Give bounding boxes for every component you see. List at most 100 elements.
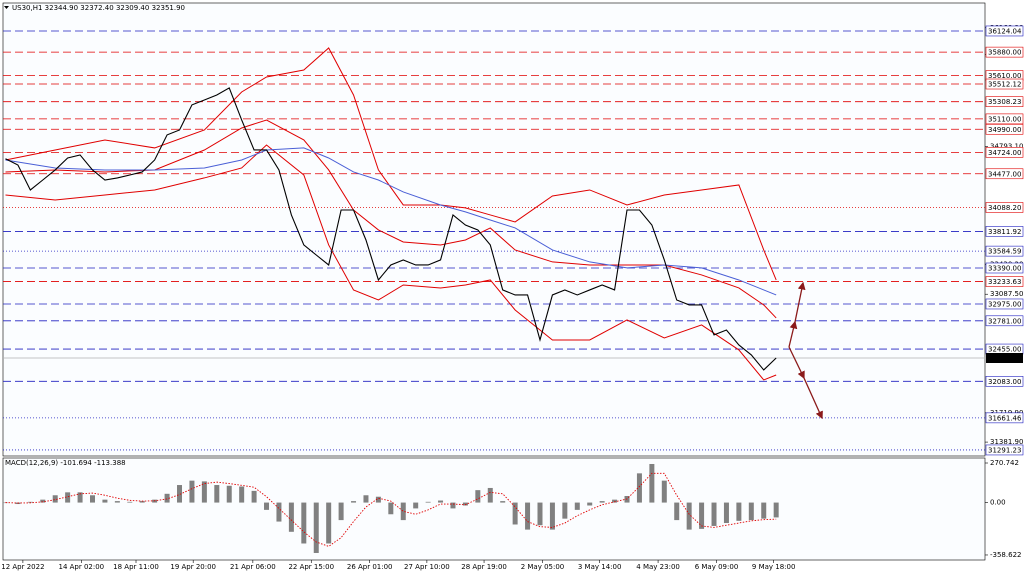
level-label-box	[985, 147, 1024, 158]
level-label-box	[985, 202, 1024, 213]
level-label: 34990.00	[988, 126, 1021, 134]
macd-bar	[525, 502, 531, 530]
y-tick-label: 34793.10	[990, 142, 1023, 150]
x-tick-label: 22 Apr 15:00	[288, 563, 334, 571]
macd-bar	[27, 501, 33, 503]
x-tick-label: 3 May 14:00	[578, 563, 622, 571]
macd-bar	[301, 502, 307, 544]
x-tick-label: 6 May 09:00	[695, 563, 739, 571]
x-tick-label: 21 Apr 06:00	[230, 563, 276, 571]
level-label: 33811.92	[988, 228, 1021, 236]
macd-bar	[599, 501, 605, 503]
macd-bar	[649, 463, 655, 503]
level-label: 35308.23	[988, 98, 1021, 106]
macd-panel	[2, 457, 986, 561]
macd-bar	[699, 502, 705, 529]
macd-bar	[201, 481, 207, 503]
indicator-line	[5, 119, 777, 319]
macd-bar	[127, 501, 133, 503]
level-label: 32781.00	[988, 317, 1021, 325]
macd-bar	[102, 499, 108, 503]
last-price-label: 32351.90	[988, 354, 1021, 362]
x-tick-label: 9 May 18:00	[752, 563, 796, 571]
macd-bar	[351, 501, 357, 503]
level-label-box	[985, 444, 1024, 456]
macd-bar	[773, 502, 779, 518]
x-tick-label: 18 Apr 11:00	[113, 563, 159, 571]
level-label: 34477.00	[988, 170, 1021, 178]
macd-bar	[487, 487, 493, 503]
macd-bar	[226, 485, 232, 503]
low: 32309.40	[116, 4, 149, 12]
level-label-box	[985, 46, 1024, 58]
x-tick-label: 14 Apr 02:00	[58, 563, 104, 571]
macd-bar	[661, 480, 667, 503]
level-label: 35610.00	[988, 72, 1021, 80]
macd-bar	[748, 502, 754, 521]
x-tick-label: 27 Apr 10:00	[404, 563, 450, 571]
plot: 36160.9035850.2034793.1033430.2033087.50…	[1, 24, 1023, 571]
level-label: 32083.00	[988, 378, 1021, 386]
level-label: 32975.00	[988, 300, 1021, 308]
macd-signal-value: -113.388	[94, 459, 125, 467]
macd-bar	[413, 502, 419, 509]
arrow	[794, 281, 806, 323]
macd-bar	[139, 501, 145, 503]
open: 32344.90	[45, 4, 78, 12]
x-tick-label: 2 May 05:00	[521, 563, 565, 571]
level-label: 34724.00	[988, 149, 1021, 157]
macd-bar	[475, 490, 481, 503]
level-label: 36124.04	[988, 27, 1022, 35]
macd-bar	[450, 502, 456, 509]
level-label-box	[985, 123, 1024, 135]
macd-bar	[500, 501, 506, 503]
macd-bar	[711, 502, 717, 526]
level-label: 35110.00	[988, 115, 1021, 123]
level-label-box	[985, 168, 1024, 180]
menu-icon[interactable]	[4, 6, 9, 9]
macd-bar	[587, 502, 593, 506]
indicator-line	[5, 147, 777, 296]
macd-bar	[276, 502, 282, 522]
macd-bar	[723, 502, 729, 524]
symbol: US30,H1	[12, 4, 42, 12]
x-tick-label: 26 Apr 01:00	[347, 563, 393, 571]
level-label-box	[985, 113, 1024, 125]
level-label-box	[985, 245, 1024, 257]
level-label-box	[985, 25, 1024, 37]
macd-bar	[438, 500, 444, 503]
macd-bar	[537, 502, 543, 526]
level-label: 34088.20	[988, 204, 1021, 212]
macd-bar	[549, 502, 555, 530]
macd-bar	[214, 485, 220, 503]
level-label-box	[985, 298, 1024, 310]
level-label-box	[985, 315, 1024, 327]
macd-bar	[313, 502, 319, 553]
arrow	[788, 320, 798, 348]
level-label: 32455.00	[988, 346, 1021, 354]
macd-bar	[400, 502, 406, 521]
macd-bar	[363, 495, 369, 503]
price-line	[5, 87, 777, 371]
macd-title: MACD(12,26,9)	[5, 459, 58, 467]
level-label: 35512.12	[988, 81, 1021, 89]
macd-bar	[375, 496, 381, 503]
y-tick-label: 270.742	[990, 459, 1019, 467]
level-label-box	[985, 376, 1024, 387]
macd-header: MACD(12,26,9) -101.694 -113.388	[5, 459, 126, 467]
y-tick-label: -358.622	[990, 551, 1021, 559]
last-price-box	[986, 352, 1023, 363]
macd-bar	[264, 502, 270, 510]
signal-line	[5, 472, 777, 547]
high: 32372.40	[80, 4, 113, 12]
macd-bar	[512, 502, 518, 525]
macd-bar	[177, 485, 183, 503]
level-label-box	[985, 96, 1024, 107]
macd-bar	[40, 499, 46, 503]
level-label-box	[985, 276, 1024, 287]
level-label-box	[985, 226, 1024, 237]
macd-bar	[89, 495, 95, 503]
y-tick-label: 0.00	[990, 499, 1006, 507]
level-label-box	[985, 262, 1024, 274]
